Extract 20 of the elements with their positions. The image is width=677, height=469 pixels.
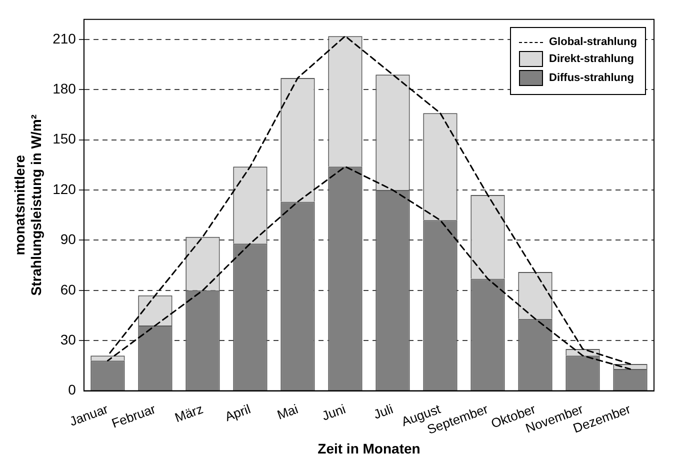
x-tick-label: Juli [372,401,396,422]
y-tick-label: 150 [52,130,76,147]
x-tick-label: April [222,401,253,424]
y-tick-label: 0 [68,382,76,398]
y-tick-label: 210 [52,30,76,46]
y-tick-label: 180 [52,80,76,97]
x-tick-label: März [172,401,205,426]
legend-label: Direkt-strahlung [549,53,634,66]
x-tick-label: Januar [68,400,111,429]
legend-label: Diffus-strahlung [549,72,634,84]
y-tick-label: 30 [60,331,76,348]
y-axis-title: monatsmittlere Strahlungsleistung in W/m² [11,114,44,296]
x-axis-title: Zeit in Monaten [318,440,420,456]
y-tick-label: 60 [60,281,76,298]
x-tick-label: Mai [275,401,300,422]
y-tick-label: 120 [52,180,76,197]
y-tick-label: 90 [60,231,76,248]
x-tick-label: Februar [110,400,158,431]
legend-label: Global-strahlung [549,36,637,48]
x-tick-label: Juni [320,401,348,424]
